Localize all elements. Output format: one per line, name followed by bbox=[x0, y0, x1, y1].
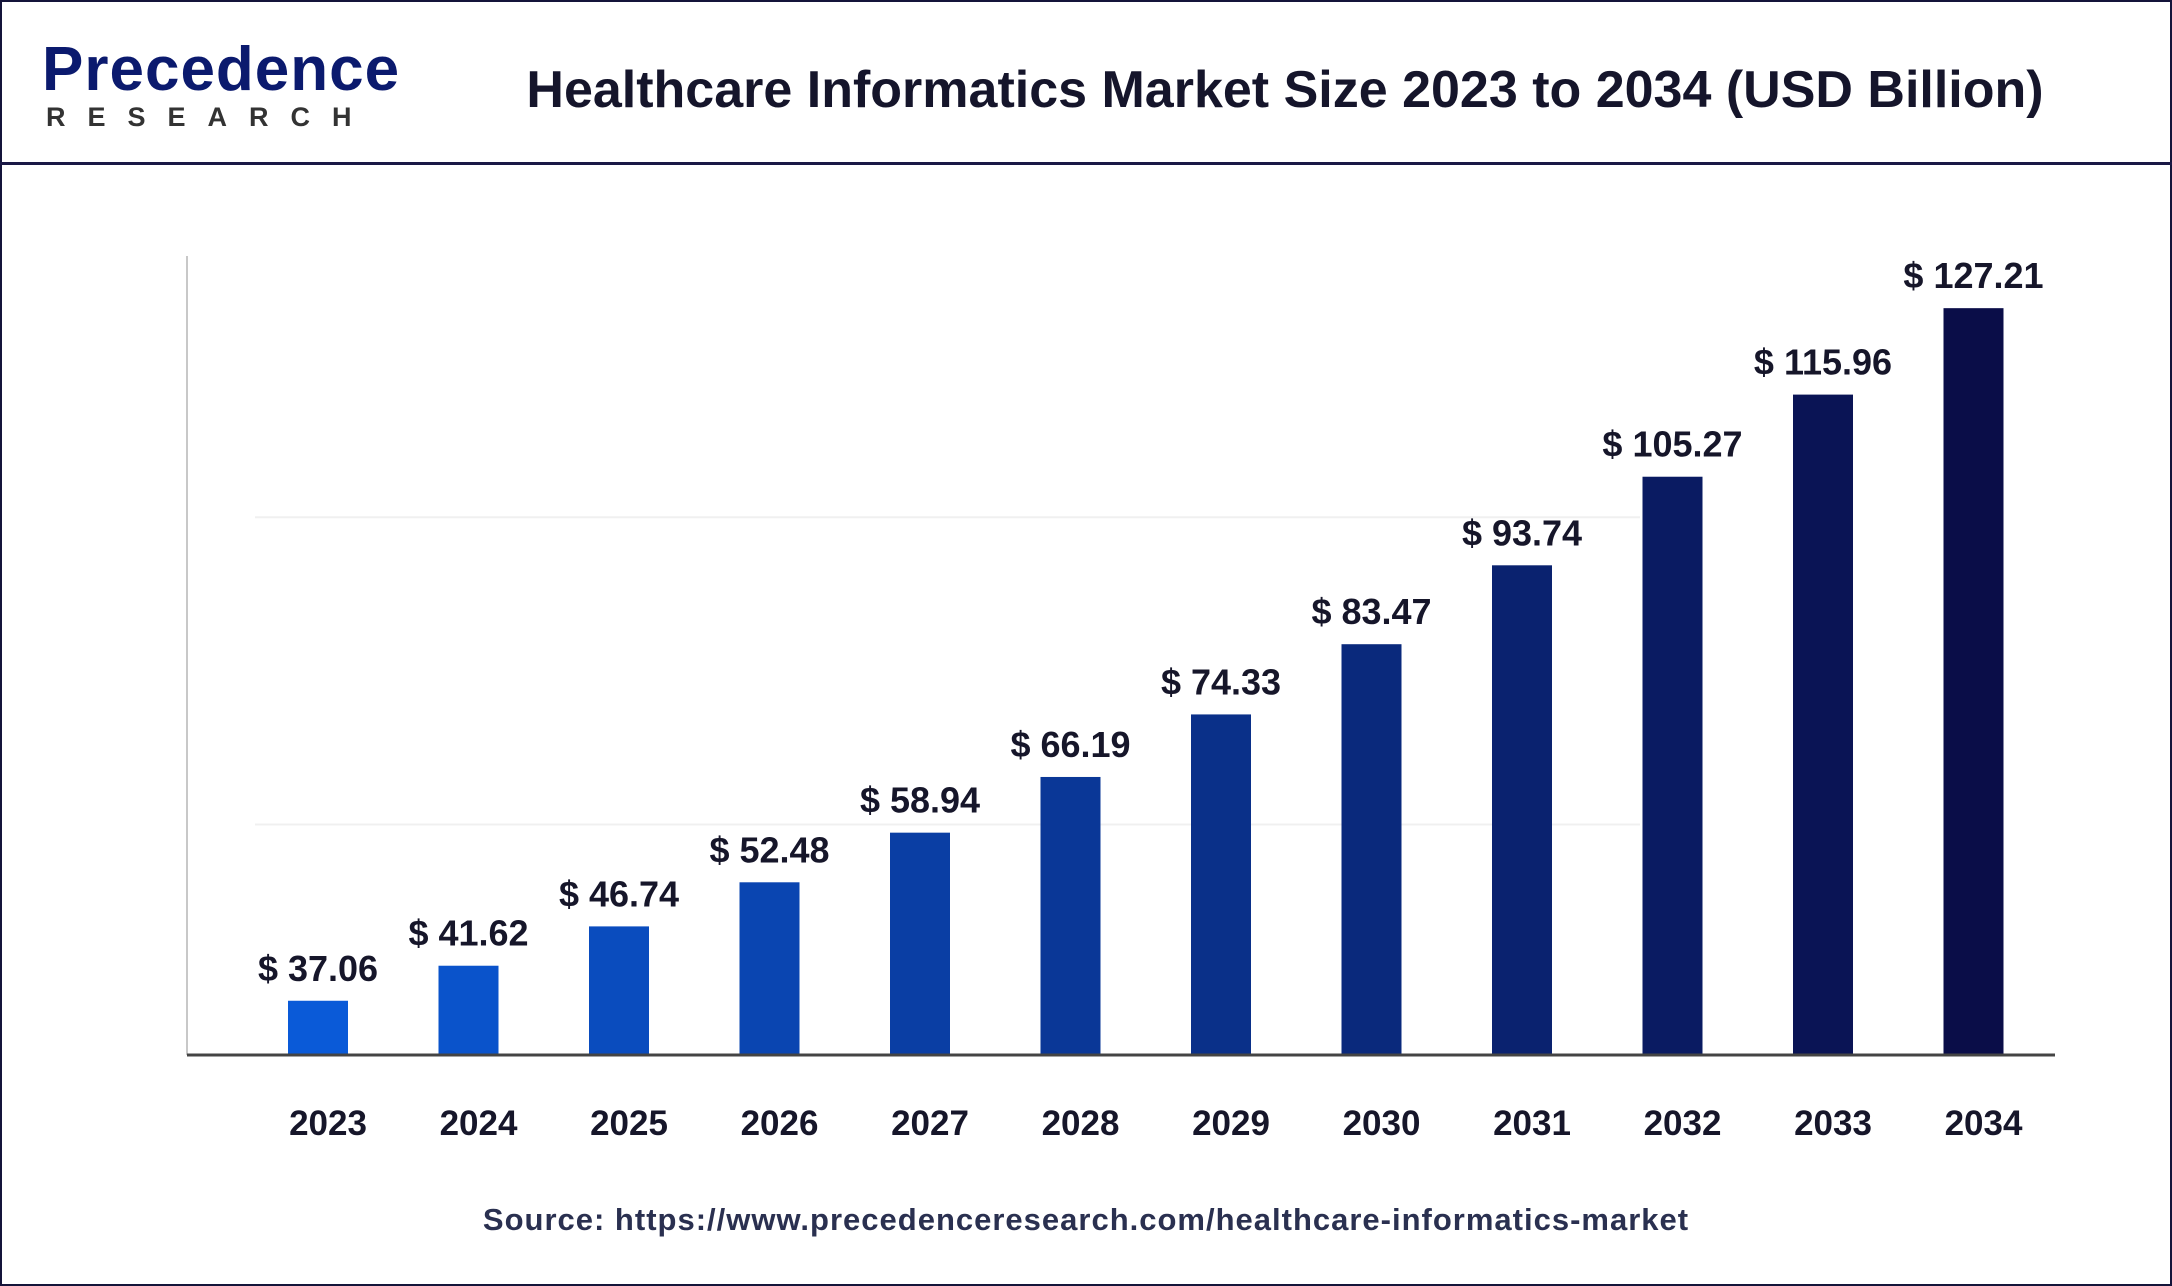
data-label: $ 115.96 bbox=[1754, 342, 1892, 383]
data-label: $ 52.48 bbox=[709, 829, 829, 870]
header: Precedence RESEARCH Healthcare Informati… bbox=[0, 0, 2172, 165]
x-tick-label: 2032 bbox=[1644, 1104, 1722, 1143]
page-title: Healthcare Informatics Market Size 2023 … bbox=[526, 61, 2044, 119]
logo: Precedence RESEARCH bbox=[42, 35, 401, 133]
data-label: $ 127.21 bbox=[1903, 255, 2043, 296]
logo-text-top: Precedence bbox=[42, 35, 401, 104]
data-label: $ 83.47 bbox=[1311, 591, 1431, 632]
bar-2033 bbox=[1793, 394, 1853, 1055]
x-tick-label: 2031 bbox=[1493, 1104, 1571, 1143]
bar-2030 bbox=[1341, 644, 1402, 1055]
bar-2023 bbox=[288, 1000, 348, 1055]
x-tick-label: 2030 bbox=[1343, 1104, 1421, 1143]
x-tick-label: 2028 bbox=[1042, 1104, 1120, 1143]
bar-2032 bbox=[1642, 476, 1703, 1055]
x-tick-label: 2034 bbox=[1945, 1104, 2023, 1143]
x-tick-label: 2024 bbox=[440, 1104, 518, 1143]
bar-2031 bbox=[1492, 565, 1552, 1055]
bar-2026 bbox=[739, 882, 800, 1055]
x-tick-label: 2029 bbox=[1192, 1104, 1270, 1143]
bar-2025 bbox=[589, 926, 649, 1055]
data-label: $ 74.33 bbox=[1161, 661, 1281, 702]
x-tick-label: 2025 bbox=[590, 1104, 668, 1143]
x-tick-label: 2023 bbox=[289, 1104, 367, 1143]
data-label: $ 93.74 bbox=[1462, 512, 1582, 553]
bar-2029 bbox=[1191, 714, 1251, 1055]
data-label: $ 37.06 bbox=[258, 948, 378, 989]
data-label: $ 66.19 bbox=[1010, 724, 1130, 765]
x-tick-label: 2026 bbox=[741, 1104, 819, 1143]
x-tick-label: 2027 bbox=[891, 1104, 969, 1143]
bar-2027 bbox=[890, 832, 950, 1055]
data-label: $ 41.62 bbox=[408, 913, 528, 954]
bar-2024 bbox=[438, 965, 499, 1055]
data-label: $ 46.74 bbox=[559, 873, 679, 914]
bar-2028 bbox=[1040, 776, 1101, 1055]
x-tick-label: 2033 bbox=[1794, 1104, 1872, 1143]
logo-text-bottom: RESEARCH bbox=[46, 102, 374, 132]
data-label: $ 105.27 bbox=[1602, 424, 1742, 465]
source-text: Source: https://www.precedenceresearch.c… bbox=[482, 1202, 1690, 1237]
bar-2034 bbox=[1943, 308, 2004, 1055]
data-label: $ 58.94 bbox=[860, 780, 980, 821]
